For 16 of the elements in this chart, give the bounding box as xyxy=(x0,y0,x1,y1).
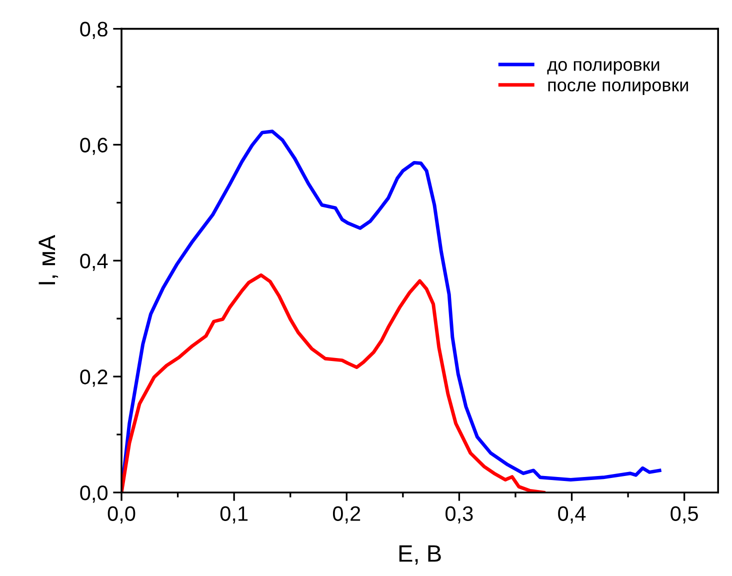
x-tick-label: 0,2 xyxy=(332,506,360,524)
y-tick-label: 0,4 xyxy=(80,254,108,271)
x-tick-label: 0,4 xyxy=(558,506,586,524)
y-axis-title: I, мА xyxy=(38,234,58,284)
x-tick-label: 0,0 xyxy=(108,506,136,524)
legend-label: после полировки xyxy=(548,82,688,95)
line-series xyxy=(122,273,546,492)
y-tick-label: 0,6 xyxy=(80,138,108,155)
y-tick-label: 0,2 xyxy=(80,370,108,387)
x-axis-title: E, В xyxy=(399,545,441,565)
x-tick-label: 0,5 xyxy=(670,506,698,524)
y-tick-label: 0,8 xyxy=(80,22,108,40)
x-tick-label: 0,1 xyxy=(220,506,248,524)
y-tick-label: 0,0 xyxy=(80,485,108,503)
legend-label: до полировки xyxy=(547,61,660,75)
x-tick-label: 0,3 xyxy=(446,506,473,524)
